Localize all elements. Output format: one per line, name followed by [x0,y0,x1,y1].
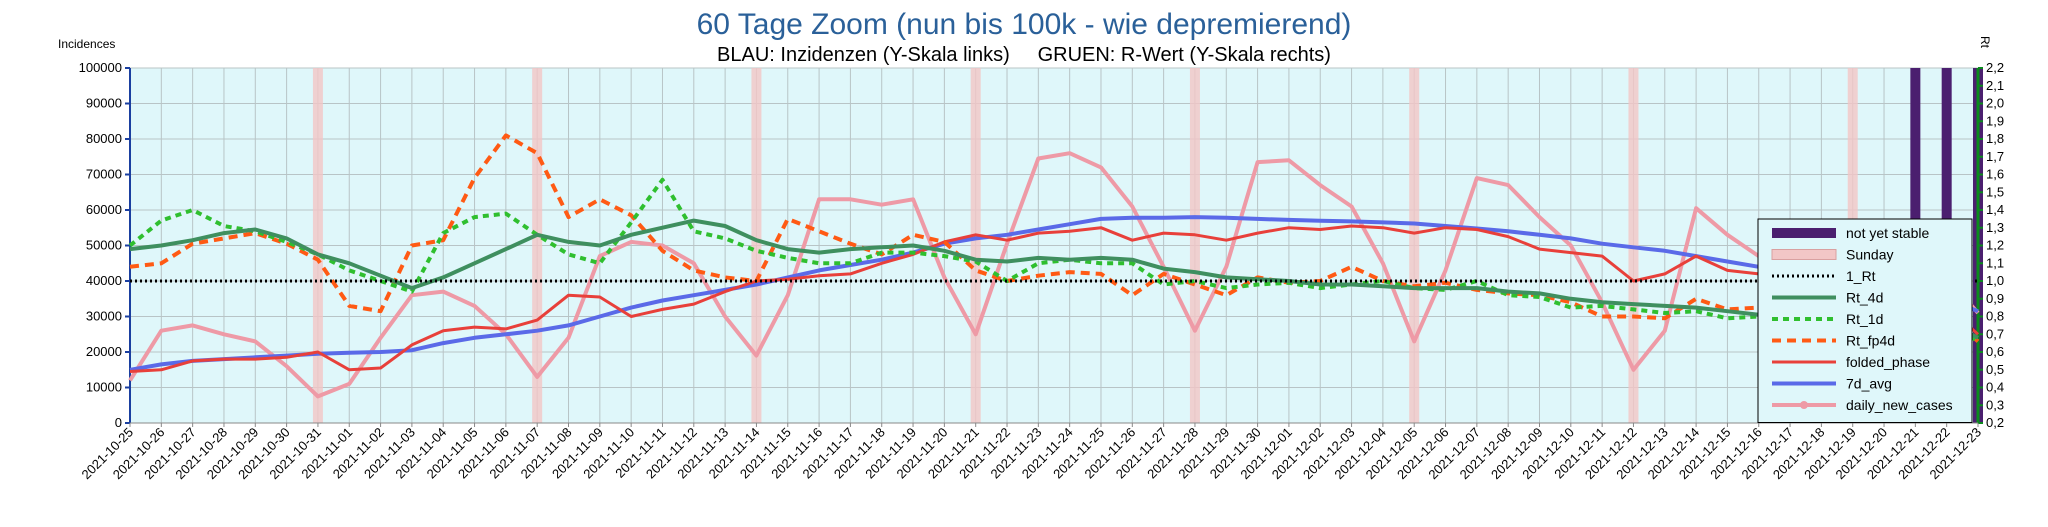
chart-title: 60 Tage Zoom (nun bis 100k - wie depremi… [696,8,1352,41]
legend-swatch [1771,249,1837,260]
y-tick-label: 50000 [86,238,122,253]
sunday-band [312,68,323,423]
y2-tick-label: 0,5 [1986,362,2004,377]
legend-label: Rt_1d [1846,311,1883,327]
series-line-Rt-fp4d [129,133,1980,343]
y2-tick-label: 1,5 [1986,184,2004,199]
y2-tick-label: 1,2 [1986,238,2004,253]
series-line-7d-avg [129,215,1979,372]
series-line-daily-new-cases [128,151,1980,399]
sunday-band [970,68,981,423]
legend-label: Sunday [1846,247,1893,263]
series-line-Rt-4d [129,218,1979,340]
sunday-band [751,68,762,423]
y-tick-label: 20000 [86,344,122,359]
series-line-folded-phase [129,224,1980,373]
y-tick-label: 100000 [79,60,122,75]
legend-label: daily_new_cases [1846,397,1953,413]
y2-tick-label: 2,0 [1986,96,2004,111]
y2-tick-label: 0,8 [1986,309,2004,324]
y-tick-label: 0 [115,415,122,430]
y-tick-label: 90000 [86,96,122,111]
y2-tick-label: 2,1 [1986,78,2004,93]
y-tick-label: 40000 [86,273,122,288]
legend-label: Rt_fp4d [1846,333,1895,349]
sunday-band [1189,68,1200,423]
y2-tick-label: 2,2 [1986,60,2004,75]
legend-marker [1800,401,1808,409]
y2-tick-label: 1,7 [1986,149,2004,164]
y2-tick-label: 1,0 [1986,273,2004,288]
legend-label: 1_Rt [1846,268,1876,284]
legend-label: Rt_4d [1846,290,1883,306]
y-tick-label: 10000 [86,380,122,395]
sunday-band [532,68,543,423]
series-line-Rt-1d [128,177,1980,344]
legend-label: 7d_avg [1846,376,1892,392]
y-tick-label: 30000 [86,309,122,324]
sunday-band [1409,68,1420,423]
chart-subtitle: BLAU: Inzidenzen (Y-Skala links) GRUEN: … [717,44,1331,66]
legend-label: folded_phase [1846,354,1930,370]
y-tick-label: 70000 [86,167,122,182]
y2-tick-label: 0,6 [1986,344,2004,359]
y2-tick-label: 0,4 [1986,380,2004,395]
y-tick-label: 60000 [86,202,122,217]
y2-tick-label: 1,4 [1986,202,2004,217]
y2-tick-label: 0,2 [1986,415,2004,430]
y2-tick-label: 1,1 [1986,255,2004,270]
legend-label: not yet stable [1846,225,1929,241]
y2-tick-label: 1,3 [1986,220,2004,235]
y2-tick-label: 1,8 [1986,131,2004,146]
legend-swatch [1772,228,1836,238]
y2-tick-label: 0,7 [1986,326,2004,341]
y2-tick-label: 0,9 [1986,291,2004,306]
y2-tick-label: 0,3 [1986,397,2004,412]
y-axis-label: Incidences [58,37,116,51]
y2-tick-label: 1,9 [1986,113,2004,128]
y2-tick-label: 1,6 [1986,167,2004,182]
y-tick-label: 80000 [86,131,122,146]
